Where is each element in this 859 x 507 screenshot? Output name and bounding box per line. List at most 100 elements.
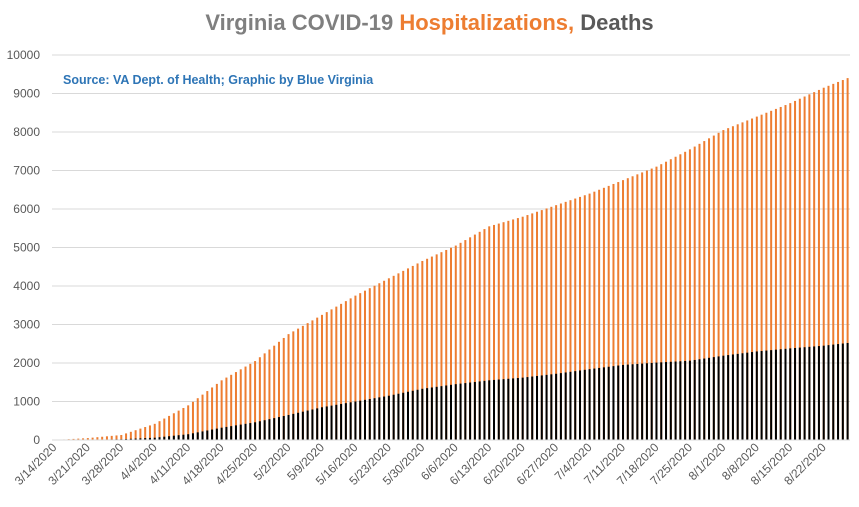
bar-deaths <box>579 370 582 440</box>
bar-hospitalizations <box>607 185 610 440</box>
bar-deaths <box>526 377 529 440</box>
bar-hospitalizations <box>717 132 720 440</box>
bar-deaths <box>545 374 548 440</box>
bar-hospitalizations <box>330 309 333 440</box>
bar-hospitalizations <box>148 425 151 440</box>
bar-deaths <box>684 360 687 440</box>
bar-hospitalizations <box>77 438 80 440</box>
bar-deaths <box>822 345 825 440</box>
bar-deaths <box>215 428 218 440</box>
bar-hospitalizations <box>392 275 395 440</box>
bar-hospitalizations <box>263 353 266 440</box>
y-tick-label: 8000 <box>13 125 40 139</box>
bar-hospitalizations <box>320 314 323 440</box>
bar-deaths <box>765 350 768 440</box>
bar-hospitalizations <box>454 245 457 440</box>
bar-hospitalizations <box>301 325 304 440</box>
bar-hospitalizations <box>841 80 844 441</box>
bar-deaths <box>168 436 171 440</box>
bar-hospitalizations <box>464 240 467 440</box>
bar-hospitalizations <box>507 220 510 440</box>
bar-deaths <box>622 364 625 440</box>
bar-hospitalizations <box>172 413 175 440</box>
bar-deaths <box>335 404 338 440</box>
bar-hospitalizations <box>411 265 414 440</box>
bar-hospitalizations <box>421 260 424 440</box>
bar-deaths <box>258 421 261 440</box>
bar-hospitalizations <box>741 122 744 440</box>
bar-deaths <box>292 413 295 440</box>
bar-deaths <box>449 384 453 440</box>
bar-hospitalizations <box>684 151 687 441</box>
y-tick-label: 5000 <box>13 241 40 255</box>
y-tick-label: 4000 <box>13 279 40 293</box>
bar-deaths <box>373 398 376 440</box>
bar-deaths <box>708 357 711 440</box>
bar-deaths <box>497 379 500 440</box>
bar-hospitalizations <box>784 105 787 441</box>
bar-hospitalizations <box>387 278 390 440</box>
bar-deaths <box>574 371 577 440</box>
bar-hospitalizations <box>602 187 605 440</box>
bar-deaths <box>798 347 801 440</box>
bar-deaths <box>712 357 715 440</box>
bar-hospitalizations <box>722 130 725 440</box>
bar-hospitalizations <box>622 180 625 440</box>
bar-hospitalizations <box>244 366 247 440</box>
bar-hospitalizations <box>449 247 453 440</box>
y-tick-label: 3000 <box>13 318 40 332</box>
bar-deaths <box>206 430 209 440</box>
bar-hospitalizations <box>832 83 835 440</box>
bar-hospitalizations <box>512 219 515 440</box>
bar-deaths <box>536 375 539 440</box>
bar-deaths <box>650 362 653 440</box>
bar-hospitalizations <box>101 436 104 440</box>
y-tick-label: 10000 <box>7 48 41 62</box>
bar-deaths <box>177 435 180 440</box>
bar-hospitalizations <box>598 189 601 440</box>
bar-hospitalizations <box>779 106 782 440</box>
bar-hospitalizations <box>473 234 476 440</box>
bar-deaths <box>325 406 328 440</box>
bar-hospitalizations <box>86 438 89 440</box>
bar-deaths <box>493 379 496 440</box>
bar-deaths <box>378 397 381 440</box>
bar-deaths <box>344 403 347 440</box>
bar-hospitalizations <box>550 206 553 440</box>
bar-hospitalizations <box>277 341 280 440</box>
bar-deaths <box>512 378 515 440</box>
bar-hospitalizations <box>798 98 801 440</box>
bar-hospitalizations <box>191 401 194 440</box>
bar-hospitalizations <box>545 208 548 440</box>
chart-title: Virginia COVID-19 Hospitalizations, Deat… <box>0 10 859 36</box>
bar-deaths <box>144 438 147 440</box>
bar-deaths <box>483 380 486 440</box>
bar-deaths <box>287 414 290 440</box>
bar-hospitalizations <box>808 94 811 440</box>
bar-deaths <box>225 426 228 440</box>
y-tick-label: 1000 <box>13 395 40 409</box>
bar-hospitalizations <box>335 306 338 440</box>
bar-hospitalizations <box>196 398 199 440</box>
x-axis-ticks: 3/14/20203/21/20203/28/20204/4/20204/11/… <box>12 439 850 488</box>
bar-hospitalizations <box>125 433 128 440</box>
bar-hospitalizations <box>564 201 567 440</box>
bar-hospitalizations <box>349 298 352 440</box>
y-tick-label: 2000 <box>13 356 40 370</box>
bar-deaths <box>301 411 304 440</box>
bar-deaths <box>555 373 558 440</box>
bar-hospitalizations <box>574 198 577 440</box>
bar-deaths <box>488 380 491 440</box>
bar-deaths <box>803 347 806 440</box>
bar-deaths <box>187 434 190 440</box>
bar-hospitalizations <box>344 301 347 440</box>
bar-deaths <box>201 431 204 440</box>
bar-deaths <box>383 396 386 440</box>
bar-hospitalizations <box>674 156 677 440</box>
bar-deaths <box>277 417 280 440</box>
bar-hospitalizations <box>211 387 214 440</box>
bar-deaths <box>134 438 137 440</box>
bar-hospitalizations <box>225 377 228 440</box>
bar-deaths <box>808 346 811 440</box>
